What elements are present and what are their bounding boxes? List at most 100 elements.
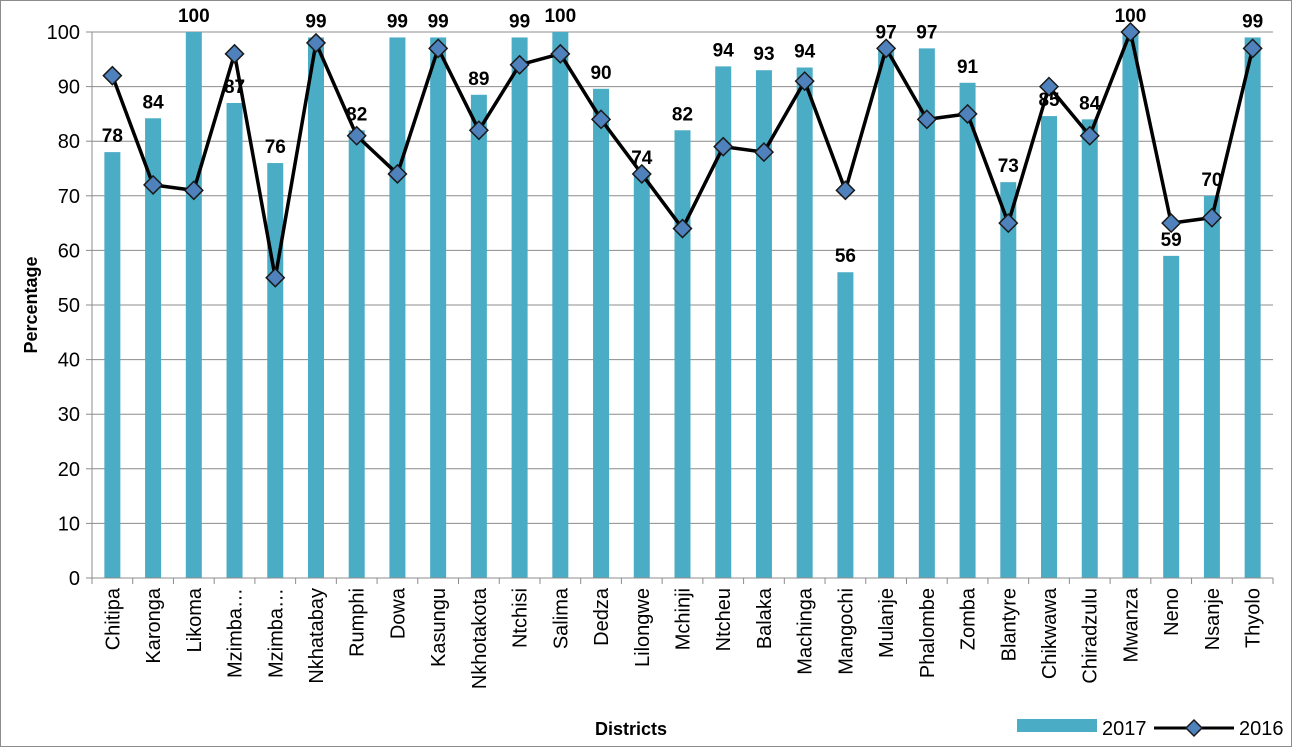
bar-2017 — [755, 70, 772, 578]
data-label-2017: 100 — [544, 6, 576, 27]
legend-marker-2016 — [1184, 718, 1204, 738]
bar-2017 — [185, 32, 202, 578]
data-label-2017: 84 — [1079, 93, 1101, 114]
bar-2017 — [1163, 255, 1180, 579]
data-label-2017: 78 — [102, 126, 123, 147]
bar-2017 — [878, 48, 895, 578]
x-tick-label: Blantyre — [998, 588, 1020, 661]
x-tick-label: Nkhotakota — [469, 587, 491, 689]
data-label-2017: 87 — [224, 77, 245, 98]
bar-2017 — [1081, 119, 1098, 579]
x-tick-label: Lilongwe — [632, 588, 654, 667]
bar-2017 — [715, 66, 732, 578]
data-labels-2017: 78 84 100 87 76 99 82 99 99 89 99 100 90 74 82 94 93 94 56… — [102, 6, 1263, 267]
y-tick-label: 20 — [58, 459, 80, 481]
x-tick-label: Zomba — [958, 587, 980, 650]
marker-2016 — [753, 142, 775, 163]
bar-2017 — [837, 272, 854, 578]
x-tick-labels: Chitipa Karonga Likoma Mzimba… Mzimba… Nkhata… — [102, 587, 1264, 689]
x-tick-label: Machinga — [795, 587, 817, 675]
data-label-2017: 85 — [1038, 90, 1060, 111]
marker-2016 — [1201, 207, 1222, 228]
x-tick-label: Mangochi — [835, 588, 857, 675]
x-tick-label: Mchinji — [673, 588, 695, 650]
x-tick-label: Mulanje — [876, 588, 898, 658]
bar-2017 — [511, 37, 528, 578]
marker-2016 — [183, 180, 204, 201]
bar-2017 — [470, 94, 487, 578]
marker-2016 — [957, 103, 978, 124]
marker-2016 — [876, 38, 897, 59]
x-tick-label: Karonga — [143, 587, 165, 663]
data-label-2017: 93 — [753, 44, 774, 65]
x-tick-label: Chikwawa — [1039, 587, 1061, 679]
marker-2016 — [1161, 213, 1182, 234]
axes — [91, 32, 1274, 584]
x-tick-label: Nsanje — [1202, 588, 1224, 650]
data-label-2017: 74 — [631, 148, 653, 169]
y-tick-label: 0 — [69, 568, 80, 590]
marker-2016 — [224, 43, 245, 64]
data-label-2017: 100 — [178, 6, 210, 27]
y-tick-label: 60 — [58, 240, 80, 262]
marker-2016 — [916, 109, 937, 130]
marker-2016 — [550, 43, 571, 64]
marker-2016 — [998, 213, 1019, 234]
y-axis-title: Percentage — [21, 256, 41, 353]
x-tick-label: Nkhatabay — [306, 588, 328, 684]
bar-2017 — [1244, 37, 1261, 578]
y-tick-label: 30 — [58, 404, 80, 426]
y-tick-label: 10 — [58, 513, 80, 535]
marker-2016 — [305, 32, 327, 53]
x-tick-label: Ntcheu — [713, 588, 735, 651]
bar-2017 — [1122, 32, 1139, 578]
x-tick-label: Mzimba… — [265, 588, 287, 678]
y-tick-label: 70 — [58, 186, 80, 208]
bar-2017 — [959, 82, 976, 578]
legend-swatch-2017 — [1017, 719, 1097, 732]
x-tick-label: Phalombe — [917, 588, 939, 678]
x-tick-label: Dedza — [591, 587, 613, 646]
x-tick-label: Ntchisi — [510, 588, 532, 648]
bar-2017 — [267, 163, 284, 579]
data-label-2017: 73 — [998, 156, 1019, 177]
bar-2017 — [593, 88, 610, 578]
bar-2017 — [307, 37, 324, 578]
y-tick-label: 90 — [58, 77, 80, 99]
legend-label-2017: 2017 — [1102, 718, 1147, 740]
marker-2016 — [1242, 38, 1263, 59]
marker-2016 — [387, 163, 408, 185]
x-tick-label: Dowa — [387, 587, 409, 639]
data-label-2017: 99 — [387, 11, 408, 32]
marker-2016 — [835, 180, 856, 201]
bar-2017 — [796, 67, 813, 579]
data-label-2017: 59 — [1161, 230, 1182, 251]
data-label-2017: 97 — [876, 22, 897, 43]
data-label-2017: 89 — [468, 69, 489, 90]
bar-2017 — [145, 118, 162, 578]
x-tick-label: Kasungu — [428, 588, 450, 667]
y-tick-label: 80 — [58, 131, 80, 153]
x-tick-label: Likoma — [184, 587, 206, 652]
marker-2016 — [672, 218, 693, 239]
data-label-2017: 91 — [957, 57, 979, 78]
data-label-2017: 99 — [305, 11, 326, 32]
x-axis-title: Districts — [595, 719, 667, 739]
legend: 2017 2016 — [1017, 718, 1284, 740]
bar-2017 — [633, 173, 650, 578]
x-tick-label: Chitipa — [102, 587, 124, 650]
bar-2017 — [1000, 182, 1017, 578]
marker-2016 — [631, 163, 652, 185]
bar-2017 — [430, 37, 447, 578]
data-label-2017: 70 — [1201, 170, 1222, 191]
y-tick-labels: 0 10 20 30 40 50 60 70 80 90 100 — [47, 22, 80, 590]
data-label-2017: 84 — [143, 92, 165, 113]
bar-2017 — [348, 130, 365, 578]
data-label-2017: 90 — [590, 63, 611, 84]
bar-2017 — [918, 48, 935, 578]
marker-2016 — [1120, 21, 1141, 43]
marker-2016 — [590, 109, 612, 130]
marker-2016 — [265, 267, 286, 288]
y-tick-label: 100 — [47, 22, 80, 44]
